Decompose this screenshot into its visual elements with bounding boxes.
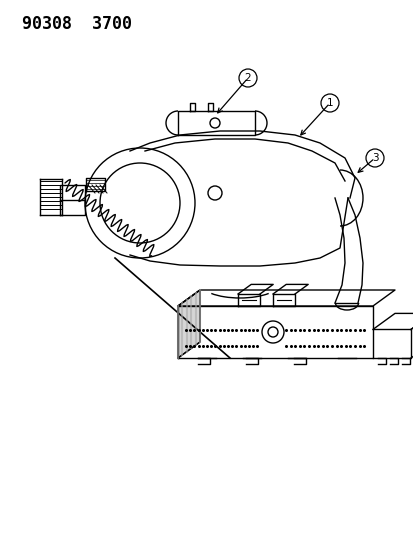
Text: 2: 2 [244, 73, 251, 83]
Text: 3: 3 [371, 153, 377, 163]
Polygon shape [178, 290, 199, 358]
Text: 90308  3700: 90308 3700 [22, 15, 132, 33]
Text: 1: 1 [326, 98, 332, 108]
